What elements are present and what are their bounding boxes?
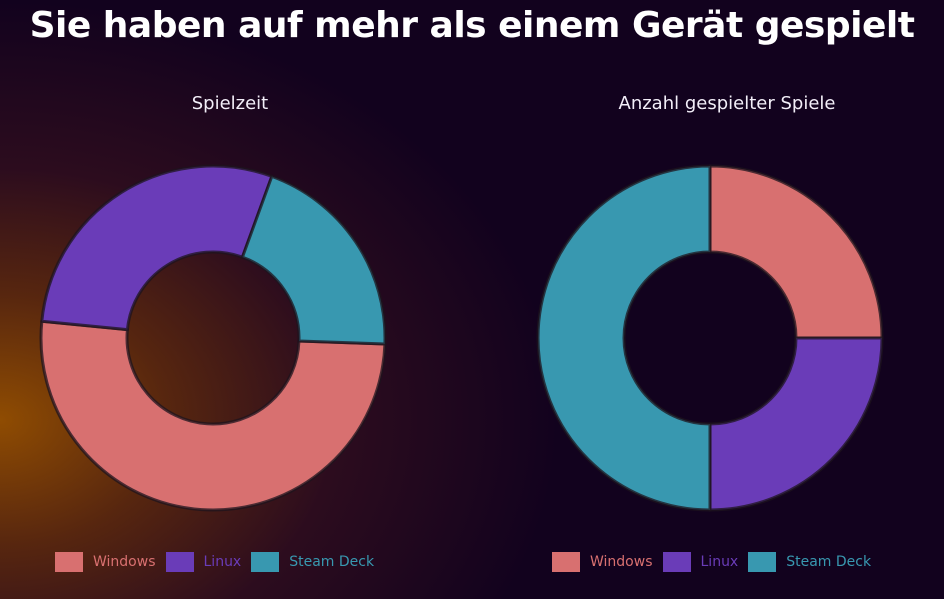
legend-label: Windows [590,554,653,570]
playtime-donut-chart [39,164,387,512]
legend-label: Steam Deck [786,554,872,570]
legend-item-windows[interactable]: Windows [552,552,653,572]
chart-panel-playtime: Spielzeit Windows Linux Steam Deck [0,88,460,588]
legend-label: Steam Deck [289,554,375,570]
chart-legend: Windows Linux Steam Deck [552,552,881,572]
legend-label: Linux [700,554,739,570]
chart-title: Spielzeit [191,93,269,114]
legend-label: Linux [203,554,242,570]
donut-slice-linux[interactable] [40,164,274,332]
donut-slice-linux[interactable] [708,336,884,512]
donut-slice-windows[interactable] [39,319,387,512]
legend-item-windows[interactable]: Windows [55,552,156,572]
chart-legend: Windows Linux Steam Deck [55,552,384,572]
legend-item-steam-deck[interactable]: Steam Deck [251,552,374,572]
donut-slice-steam-deck[interactable] [536,164,712,512]
page-title: Sie haben auf mehr als einem Gerät gespi… [29,5,915,46]
donut-slice-windows[interactable] [708,164,884,340]
legend-item-steam-deck[interactable]: Steam Deck [748,552,871,572]
legend-swatch [662,552,691,572]
legend-label: Windows [93,554,156,570]
games-count-donut-chart [536,164,884,512]
legend-swatch [251,552,280,572]
legend-swatch [55,552,83,572]
legend-swatch [748,552,777,572]
legend-item-linux[interactable]: Linux [165,552,242,572]
chart-panel-games-count: Anzahl gespielter Spiele Windows Linux Ste… [497,88,944,588]
legend-swatch [165,552,194,572]
donut-slice-steam-deck[interactable] [240,174,387,346]
legend-swatch [552,552,580,572]
chart-title: Anzahl gespielter Spiele [618,93,836,114]
legend-item-linux[interactable]: Linux [662,552,739,572]
